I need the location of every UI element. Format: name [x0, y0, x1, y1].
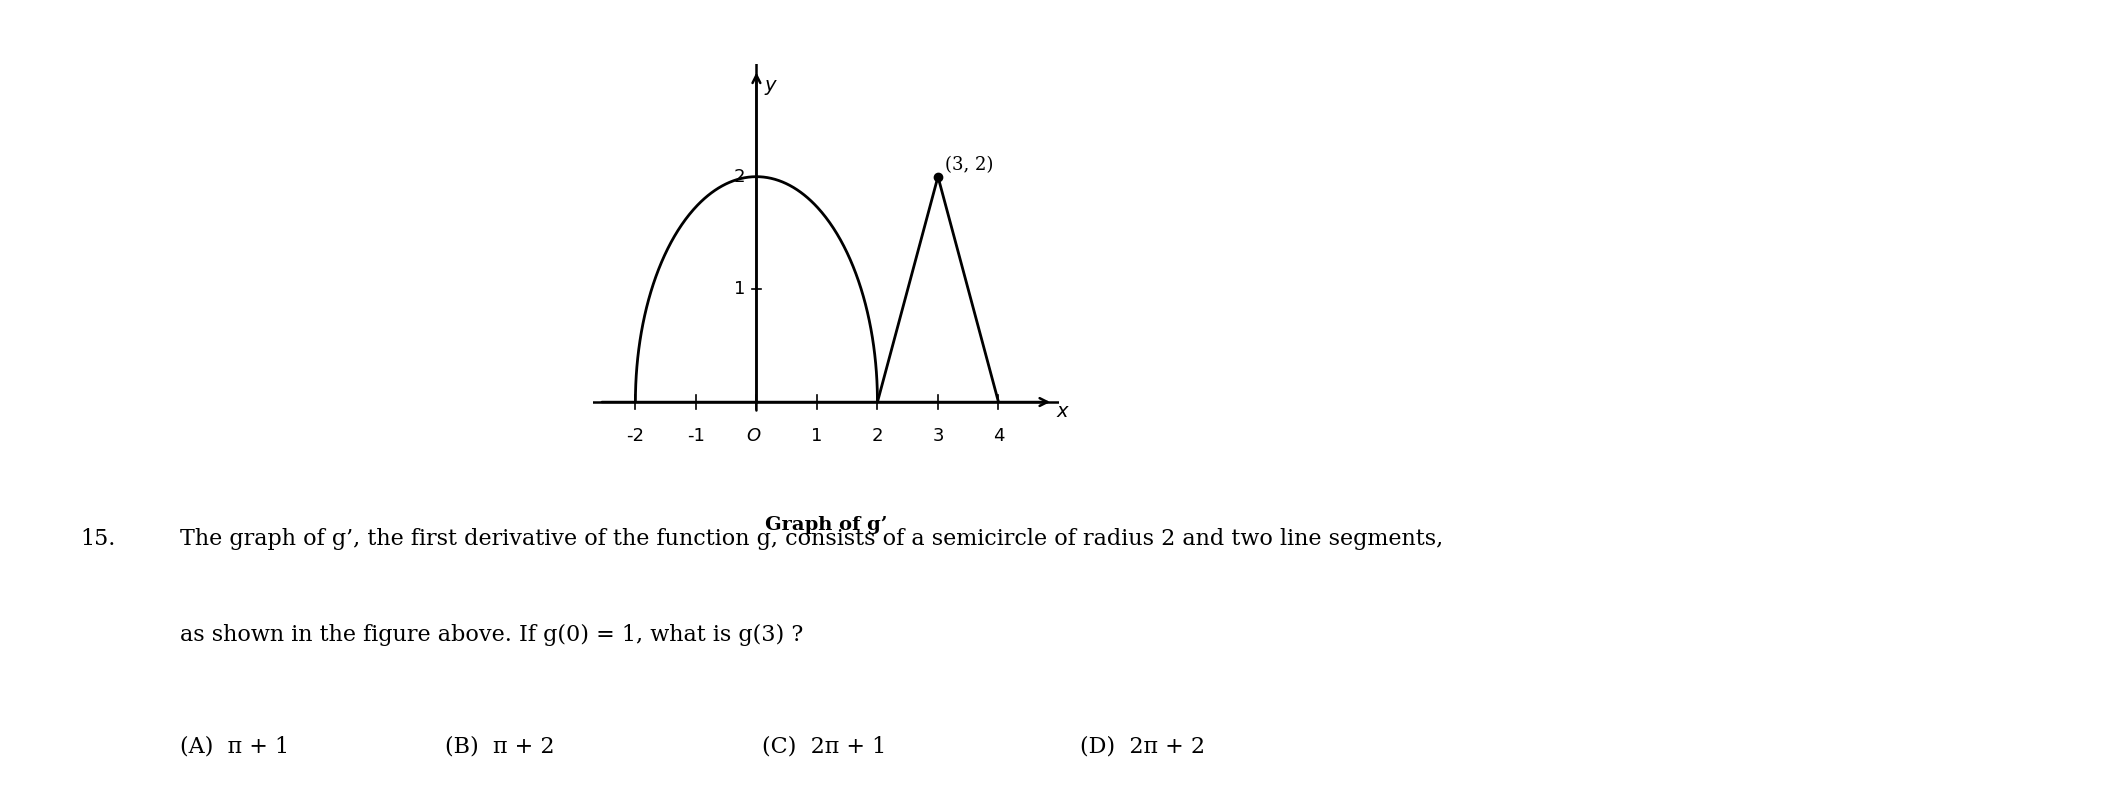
Text: (D)  2π + 2: (D) 2π + 2	[1080, 736, 1205, 758]
Text: (B)  π + 2: (B) π + 2	[445, 736, 555, 758]
Text: 15.: 15.	[80, 528, 116, 550]
Text: 1: 1	[811, 427, 822, 445]
Text: 2: 2	[873, 427, 883, 445]
Text: as shown in the figure above. If g(0) = 1, what is g(3) ?: as shown in the figure above. If g(0) = …	[180, 624, 803, 646]
Text: 2: 2	[735, 168, 746, 186]
Text: 4: 4	[993, 427, 1004, 445]
Text: -1: -1	[686, 427, 705, 445]
Text: The graph of g’, the first derivative of the function g, consists of a semicircl: The graph of g’, the first derivative of…	[180, 528, 1442, 550]
Text: Graph of g’: Graph of g’	[765, 516, 887, 534]
Text: -2: -2	[627, 427, 644, 445]
Text: $y$: $y$	[765, 78, 777, 97]
Text: $x$: $x$	[1057, 402, 1070, 421]
Text: 1: 1	[735, 280, 746, 298]
Text: 3: 3	[932, 427, 945, 445]
Text: (A)  π + 1: (A) π + 1	[180, 736, 290, 758]
Text: (3, 2): (3, 2)	[945, 157, 993, 174]
Text: (C)  2π + 1: (C) 2π + 1	[762, 736, 887, 758]
Text: $O$: $O$	[746, 427, 760, 445]
